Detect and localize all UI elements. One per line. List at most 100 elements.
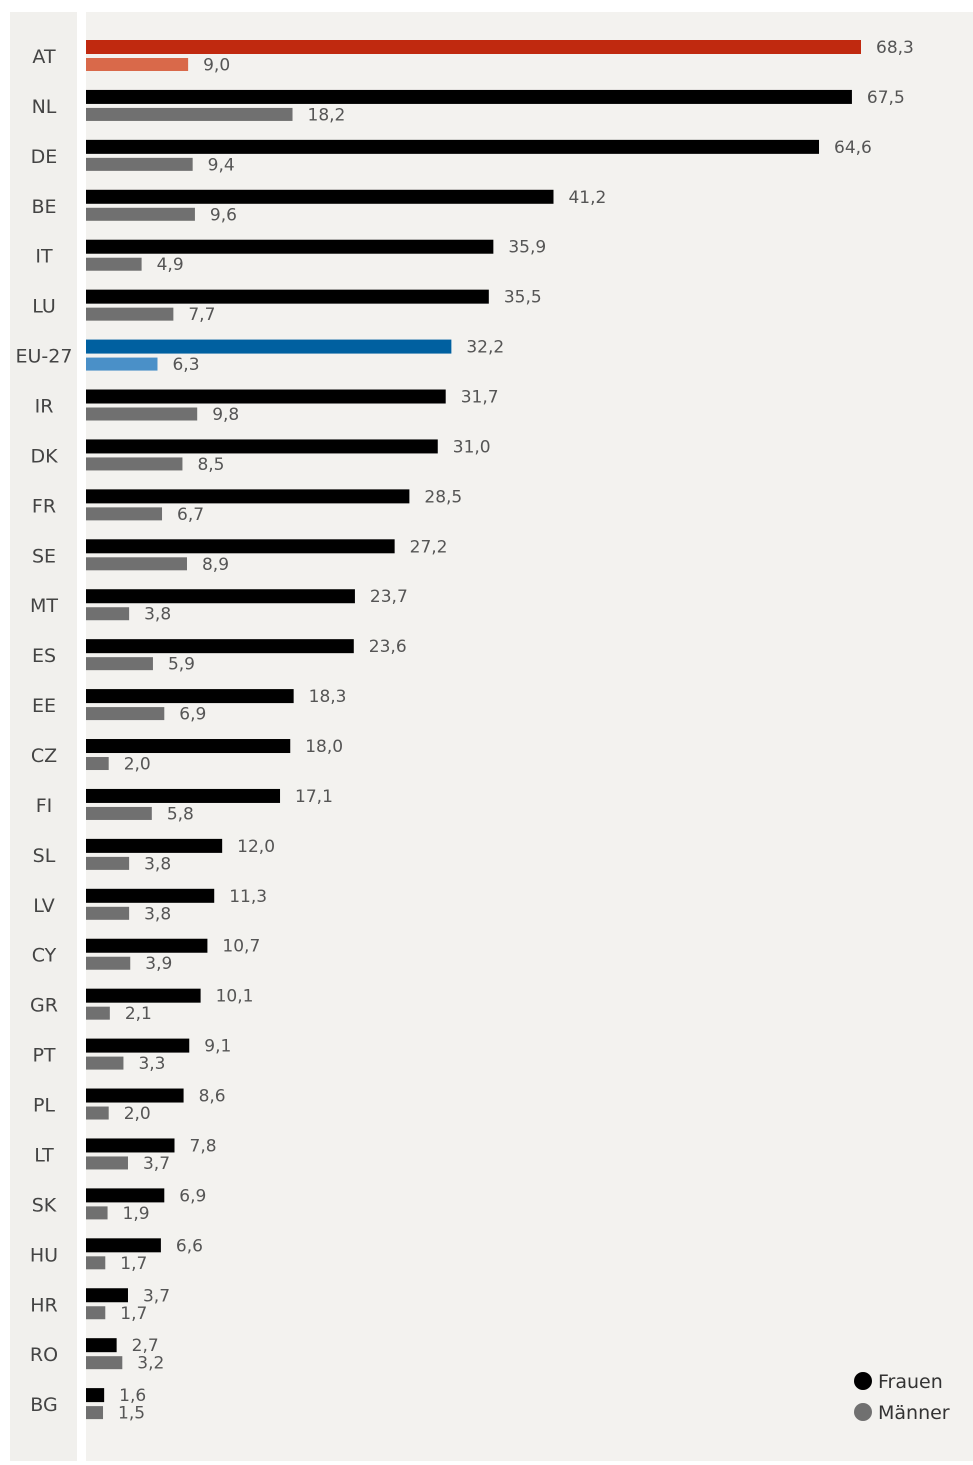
value-label-m-nner: 6,7 — [177, 505, 204, 525]
category-label: FR — [32, 495, 56, 517]
label-panel — [10, 12, 77, 1461]
value-label-frauen: 27,2 — [410, 537, 448, 557]
value-label-frauen: 31,7 — [461, 388, 499, 408]
category-group-eu-27: EU-27 32,2 6,3 — [16, 338, 505, 376]
bar-m-nner — [86, 257, 142, 271]
value-label-m-nner: 1,5 — [118, 1404, 145, 1424]
bars-layer: AT 68,3 9,0 NL 67,5 18,2 DE 64,6 9,4 BE 41,2 9,6 IT 3… — [16, 38, 914, 1424]
category-label: MT — [30, 595, 58, 617]
bar-frauen — [86, 139, 820, 154]
category-label: DE — [31, 146, 58, 168]
bar-frauen — [86, 1088, 184, 1103]
value-label-m-nner: 5,8 — [167, 804, 194, 824]
value-label-m-nner: 6,9 — [179, 705, 206, 725]
bar-frauen — [86, 89, 852, 104]
legend-item-frauen: Frauen — [854, 1371, 943, 1393]
category-group-pt: PT 9,1 3,3 — [32, 1037, 231, 1075]
bar-m-nner — [86, 757, 109, 771]
category-label: CZ — [31, 745, 57, 767]
bar-frauen — [86, 888, 215, 903]
value-label-frauen: 35,5 — [504, 288, 542, 308]
bar-m-nner — [86, 1156, 128, 1170]
category-group-pl: PL 8,6 2,0 — [33, 1087, 226, 1125]
category-group-lu: LU 35,5 7,7 — [32, 288, 541, 326]
category-label: ES — [32, 645, 56, 667]
value-label-m-nner: 3,2 — [137, 1354, 164, 1374]
value-label-m-nner: 9,8 — [212, 405, 239, 425]
category-label: EE — [32, 695, 56, 717]
category-group-ro: RO 2,73,2 — [30, 1336, 164, 1374]
bar-frauen — [86, 689, 294, 704]
category-label: SK — [32, 1194, 57, 1216]
legend-label: Frauen — [878, 1371, 943, 1393]
category-label: CY — [32, 945, 57, 967]
value-label-frauen: 28,5 — [424, 487, 462, 507]
category-label: FI — [36, 795, 53, 817]
bar-m-nner — [86, 806, 152, 820]
bar-m-nner — [86, 657, 153, 671]
category-group-gr: GR 10,1 2,1 — [30, 987, 253, 1024]
value-label-m-nner: 9,6 — [210, 205, 237, 225]
bar-frauen — [86, 988, 201, 1003]
bar-m-nner — [86, 207, 195, 221]
value-label-frauen: 18,3 — [309, 687, 347, 707]
value-label-m-nner: 3,9 — [145, 954, 172, 974]
bar-frauen — [86, 838, 223, 853]
bar-frauen — [86, 389, 446, 404]
value-label-m-nner: 3,8 — [144, 904, 171, 924]
bar-frauen — [86, 1338, 117, 1353]
bar-m-nner — [86, 856, 130, 870]
category-label: IR — [35, 396, 54, 418]
legend-marker — [854, 1372, 872, 1390]
legend: Frauen Männer — [854, 1371, 950, 1424]
value-label-m-nner: 3,8 — [144, 605, 171, 625]
bar-m-nner — [86, 707, 165, 721]
bar-m-nner — [86, 557, 187, 571]
value-label-frauen: 10,1 — [216, 987, 254, 1007]
category-label: LT — [34, 1144, 54, 1166]
category-group-lv: LV 11,3 3,8 — [33, 887, 267, 925]
value-label-frauen: 6,6 — [176, 1236, 203, 1256]
bar-frauen — [86, 938, 208, 953]
value-label-m-nner: 9,0 — [203, 56, 230, 76]
bar-frauen — [86, 739, 291, 754]
category-label: LU — [32, 296, 56, 318]
value-label-frauen: 10,7 — [222, 937, 260, 957]
category-label: SE — [32, 545, 56, 567]
bar-m-nner — [86, 1006, 110, 1020]
bar-m-nner — [86, 956, 131, 970]
value-label-m-nner: 8,5 — [197, 455, 224, 475]
category-label: EU-27 — [16, 346, 73, 368]
category-label: BE — [31, 196, 56, 218]
category-label: RO — [30, 1344, 58, 1366]
bar-m-nner — [86, 906, 130, 920]
category-label: HU — [30, 1244, 58, 1266]
bar-frauen — [86, 1388, 105, 1403]
category-label: SL — [33, 845, 56, 867]
category-group-bg: BG 1,61,5 — [30, 1386, 146, 1424]
category-group-cz: CZ 18,0 2,0 — [31, 737, 343, 775]
category-group-nl: NL 67,5 18,2 — [32, 88, 905, 126]
bar-m-nner — [86, 1106, 109, 1120]
category-group-de: DE 64,6 9,4 — [31, 138, 872, 176]
value-label-m-nner: 4,9 — [157, 255, 184, 275]
category-group-cy: CY 10,7 3,9 — [32, 937, 261, 975]
value-label-frauen: 7,8 — [190, 1136, 217, 1156]
bar-frauen — [86, 639, 354, 654]
category-group-fi: FI 17,1 5,8 — [36, 787, 333, 825]
category-group-sl: SL 12,0 3,8 — [33, 837, 275, 875]
bar-m-nner — [86, 307, 174, 321]
bar-m-nner — [86, 157, 193, 171]
bar-frauen — [86, 239, 494, 254]
category-group-at: AT 68,3 9,0 — [32, 38, 913, 76]
bar-frauen — [86, 289, 489, 304]
value-label-m-nner: 8,9 — [202, 555, 229, 575]
category-group-fr: FR 28,5 6,7 — [32, 487, 462, 525]
legend-marker — [854, 1403, 872, 1421]
category-label: IT — [35, 246, 53, 268]
bar-frauen — [86, 439, 438, 454]
bar-frauen — [86, 189, 554, 204]
category-label: DK — [30, 445, 58, 467]
